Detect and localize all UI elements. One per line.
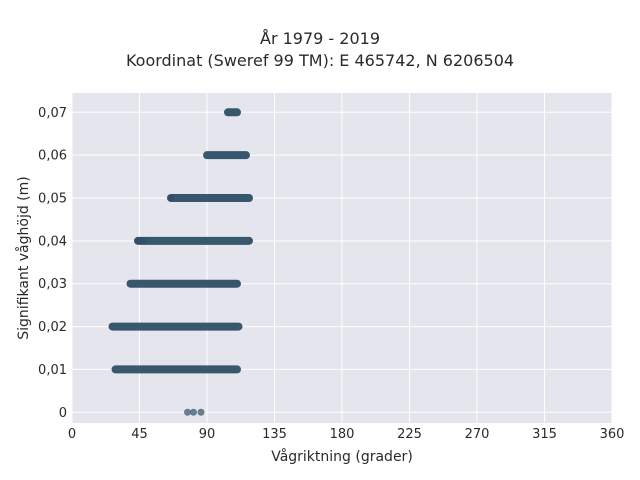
x-tick-label: 0 xyxy=(68,427,76,442)
x-axis-label: Vågriktning (grader) xyxy=(271,448,413,465)
data-point xyxy=(184,408,191,416)
x-tick-label: 315 xyxy=(532,427,557,442)
chart-subtitle: Koordinat (Sweref 99 TM): E 465742, N 62… xyxy=(125,51,515,70)
data-point xyxy=(190,408,197,416)
x-tick-label: 180 xyxy=(330,427,355,442)
x-tick-label: 360 xyxy=(600,427,625,442)
y-axis-ticks: 0 0,01 0,02 0,03 0,04 0,05 0,06 0,07 xyxy=(38,106,67,421)
y-tick-label: 0,01 xyxy=(38,363,67,378)
x-axis-ticks: 0 45 90 135 180 225 270 315 360 xyxy=(68,427,625,442)
chart-title: År 1979 - 2019 xyxy=(260,29,380,48)
y-tick-label: 0,05 xyxy=(38,192,67,207)
x-tick-label: 225 xyxy=(397,427,422,442)
x-tick-label: 270 xyxy=(465,427,490,442)
x-tick-label: 90 xyxy=(199,427,216,442)
x-tick-label: 135 xyxy=(262,427,287,442)
y-tick-label: 0,03 xyxy=(38,277,67,292)
y-axis-label: Signifikant våghöjd (m) xyxy=(15,176,32,339)
y-tick-label: 0,07 xyxy=(38,106,67,121)
x-tick-label: 45 xyxy=(131,427,148,442)
data-point xyxy=(167,194,175,202)
data-point xyxy=(197,408,205,416)
data-point xyxy=(139,237,146,245)
data-points xyxy=(108,108,253,416)
y-tick-label: 0 xyxy=(59,406,67,421)
y-tick-label: 0,02 xyxy=(38,320,67,335)
y-tick-label: 0,04 xyxy=(38,234,67,249)
y-tick-label: 0,06 xyxy=(38,149,67,164)
